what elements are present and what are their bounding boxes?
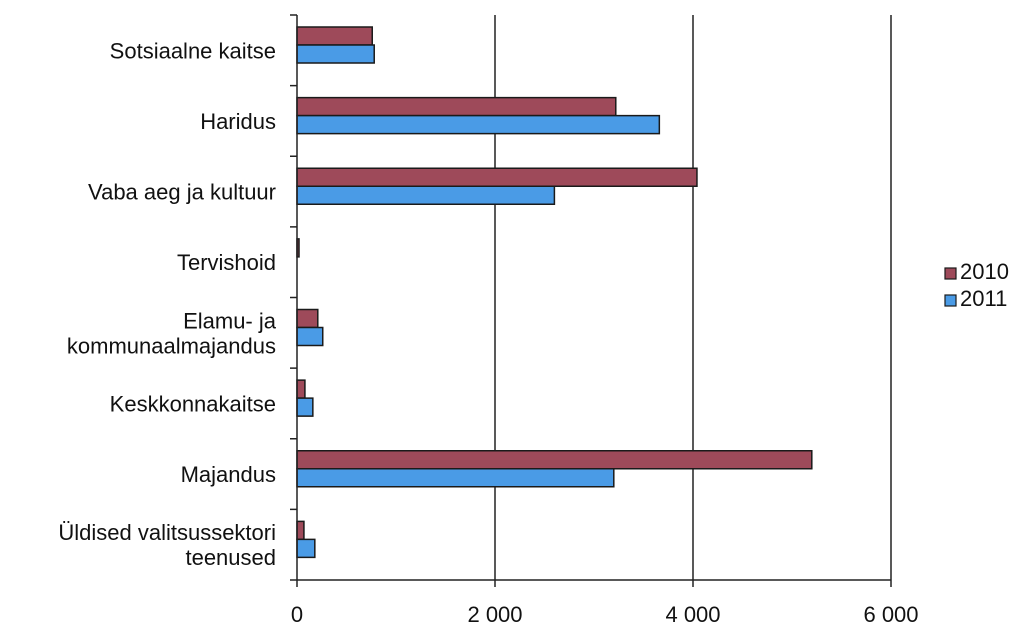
x-tick-label: 0 bbox=[291, 602, 303, 626]
legend-label-2011: 2011 bbox=[960, 286, 1007, 311]
legend-label-2010: 2010 bbox=[960, 259, 1009, 284]
bar-2011 bbox=[296, 326, 324, 347]
bar-2011 bbox=[296, 397, 314, 417]
bar-2010 bbox=[296, 520, 305, 541]
category-label: Sotsiaalne kaitse bbox=[110, 38, 276, 63]
category-label: Vaba aeg ja kultuur bbox=[88, 180, 276, 205]
bar-2010 bbox=[296, 96, 617, 117]
x-tick-label: 6 000 bbox=[863, 602, 918, 626]
category-label: Keskkonnakaitse bbox=[110, 391, 276, 416]
category-label: kommunaalmajandus bbox=[67, 333, 276, 358]
category-label: Üldised valitsussektori bbox=[58, 520, 276, 545]
category-label: Elamu- ja bbox=[183, 308, 277, 333]
bar-2010 bbox=[296, 379, 306, 399]
bar-2011 bbox=[296, 185, 556, 205]
bar-2010 bbox=[296, 167, 698, 187]
bar-2010 bbox=[296, 308, 319, 329]
bar-2011 bbox=[296, 114, 661, 135]
bar-2010 bbox=[296, 26, 373, 46]
bar-2011 bbox=[296, 44, 375, 64]
category-labels: Sotsiaalne kaitse Haridus Vaba aeg ja kult… bbox=[58, 38, 276, 570]
category-label: Majandus bbox=[181, 462, 276, 487]
x-tick-label: 4 000 bbox=[665, 602, 720, 626]
category-label: Haridus bbox=[200, 109, 276, 134]
x-tick-labels: 0 2 000 4 000 6 000 bbox=[291, 602, 919, 626]
category-label: teenused bbox=[185, 545, 276, 570]
legend-swatch-2011 bbox=[944, 294, 957, 307]
legend-swatch-2010 bbox=[944, 267, 957, 280]
bar-2010 bbox=[296, 450, 813, 470]
bars bbox=[296, 26, 813, 559]
axes bbox=[290, 14, 892, 587]
bar-2011 bbox=[296, 468, 615, 488]
category-label: Tervishoid bbox=[177, 250, 276, 275]
bar-2011 bbox=[296, 538, 316, 559]
x-tick-label: 2 000 bbox=[467, 602, 522, 626]
